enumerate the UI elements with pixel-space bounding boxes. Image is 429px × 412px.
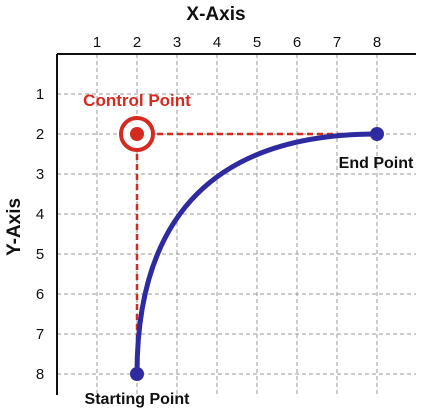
x-axis-title: X-Axis: [186, 4, 245, 25]
y-tick-label: 3: [36, 166, 44, 183]
y-tick-label: 6: [36, 286, 44, 303]
y-axis-title: Y-Axis: [4, 198, 25, 256]
points: [119, 116, 384, 381]
x-tick-label: 4: [213, 34, 221, 51]
tick-labels: 1 2 3 4 5 6 7 8 1 2 3 4 5 6 7 8: [36, 34, 381, 383]
end-point-marker: [370, 127, 384, 141]
y-tick-label: 2: [36, 126, 44, 143]
x-tick-label: 2: [133, 34, 141, 51]
control-point-label: Control Point: [83, 91, 191, 110]
bezier-curve: [134, 131, 380, 377]
grid: [56, 53, 416, 395]
x-tick-label: 7: [333, 34, 341, 51]
x-tick-label: 6: [293, 34, 301, 51]
y-tick-label: 8: [36, 366, 44, 383]
y-tick-label: 7: [36, 326, 44, 343]
x-tick-label: 5: [253, 34, 261, 51]
y-tick-label: 5: [36, 246, 44, 263]
start-point-label: Starting Point: [85, 391, 191, 408]
x-tick-label: 3: [173, 34, 181, 51]
start-point-marker: [130, 367, 144, 381]
x-tick-label: 8: [373, 34, 381, 51]
y-tick-label: 4: [36, 206, 44, 223]
x-tick-label: 1: [93, 34, 101, 51]
control-point-marker: [130, 127, 144, 141]
end-point-label: End Point: [339, 155, 414, 172]
y-tick-label: 1: [36, 86, 44, 103]
